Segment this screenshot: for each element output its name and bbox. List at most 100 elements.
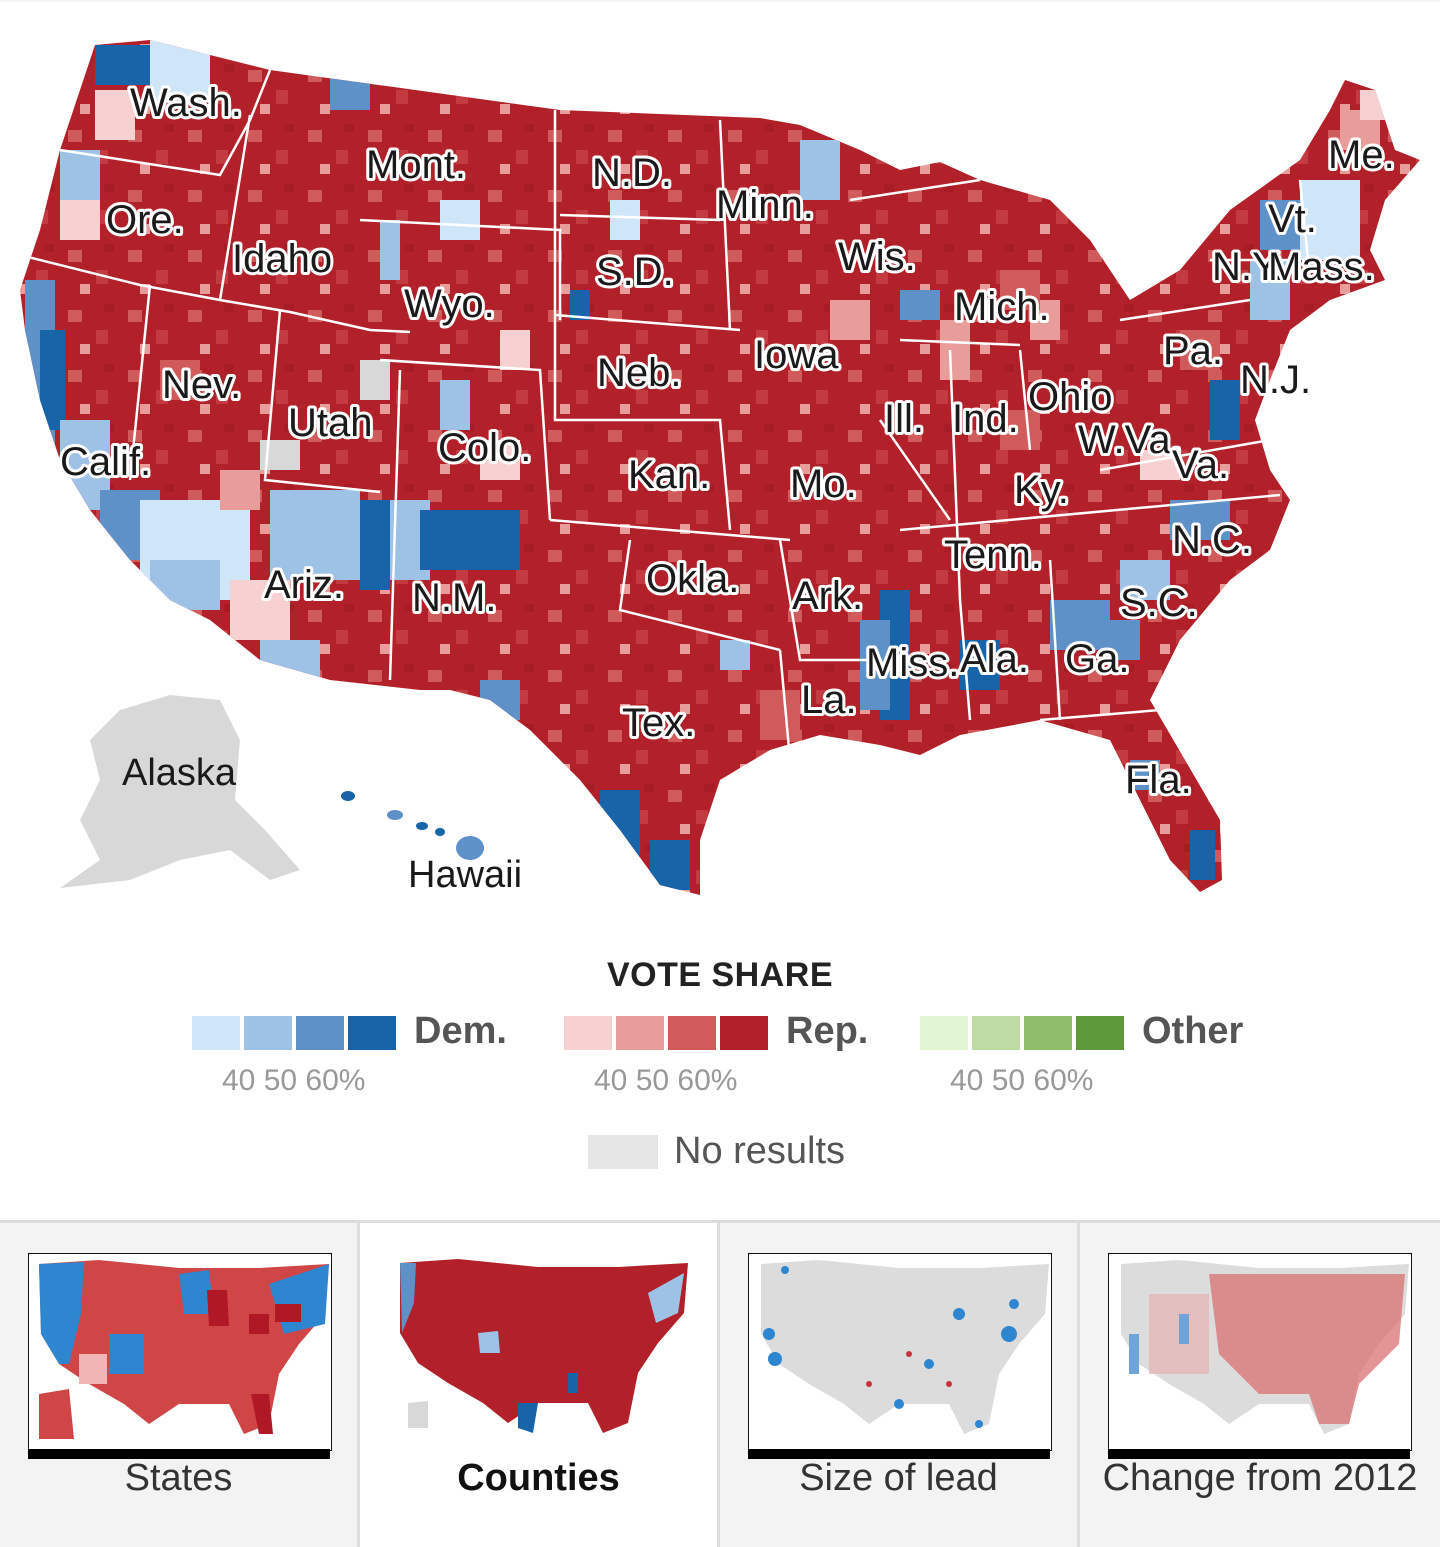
county-patch[interactable]: [1260, 200, 1300, 250]
change-from-2012-thumbnail: [1108, 1253, 1412, 1451]
tab-size-of-lead[interactable]: Size of lead: [720, 1223, 1080, 1547]
state-label: Ga.: [1065, 637, 1129, 681]
county-patch[interactable]: [330, 70, 370, 110]
county-patch[interactable]: [1250, 260, 1290, 320]
rep-swatch-4: [720, 1016, 768, 1050]
county-patch[interactable]: [260, 640, 320, 680]
county-patch[interactable]: [360, 360, 390, 400]
county-patch[interactable]: [570, 290, 590, 320]
state-border: [554, 313, 741, 332]
state-label: Colo.: [438, 426, 531, 470]
state-label: Wyo.: [404, 282, 495, 326]
county-patch[interactable]: [940, 320, 970, 380]
county-patch[interactable]: [95, 45, 155, 85]
tab-counties[interactable]: Counties: [360, 1223, 720, 1547]
county-patch[interactable]: [1100, 620, 1140, 660]
other-swatch-2: [972, 1016, 1020, 1050]
county-patch[interactable]: [150, 560, 220, 610]
state-label: Mo.: [790, 462, 857, 506]
state-label: Mich.: [954, 285, 1050, 329]
alaska-label: Alaska: [122, 752, 237, 794]
county-patch[interactable]: [1140, 450, 1180, 480]
state-border: [20, 253, 411, 334]
state-border: [388, 369, 402, 681]
county-patch[interactable]: [1210, 380, 1240, 440]
county-patch[interactable]: [270, 490, 360, 580]
state-label: N.M.: [412, 576, 496, 620]
county-patch[interactable]: [800, 140, 840, 200]
size-of-lead-thumbnail: [748, 1253, 1052, 1451]
state-label: Miss.: [866, 641, 959, 685]
county-patch[interactable]: [480, 440, 520, 480]
state-label: W.Va.: [1078, 418, 1182, 462]
map-svg[interactable]: Wash.Mont. N.D.Minn.Me.Ore.Idaho Wis.Vt.N.…: [0, 0, 1440, 930]
state-label: Ill.: [884, 397, 924, 441]
county-patch[interactable]: [760, 690, 800, 740]
state-border: [359, 218, 562, 320]
other-swatch-1: [920, 1016, 968, 1050]
state-label: Utah: [288, 401, 373, 445]
county-patch[interactable]: [60, 200, 100, 240]
other-swatch-4: [1076, 1016, 1124, 1050]
county-patch[interactable]: [1170, 500, 1230, 540]
state-label: Ind.: [952, 397, 1019, 441]
county-patch[interactable]: [230, 580, 290, 640]
state-border: [899, 338, 1021, 347]
state-border: [899, 493, 1281, 532]
state-label: N.Y.: [1212, 245, 1285, 289]
county-patch[interactable]: [860, 620, 890, 710]
counties-thumbnail: [388, 1253, 690, 1449]
county-patch[interactable]: [1000, 410, 1040, 450]
rep-swatches: [564, 1016, 768, 1050]
county-patch[interactable]: [95, 90, 135, 140]
state-label: N.D.: [592, 151, 672, 195]
county-patch[interactable]: [600, 790, 640, 870]
state-border: [878, 419, 952, 521]
alaska-shape[interactable]: [60, 695, 300, 888]
states-thumbnail-bar: [28, 1449, 330, 1459]
county-patch[interactable]: [500, 330, 530, 370]
county-patch[interactable]: [160, 360, 200, 400]
legend-rep: Rep. 40 50 60%: [564, 1010, 868, 1106]
state-label: La.: [801, 678, 857, 722]
county-patch[interactable]: [1000, 270, 1040, 310]
county-patch[interactable]: [40, 330, 65, 430]
state-label: Okla.: [646, 557, 739, 601]
state-border: [559, 213, 721, 222]
county-patch[interactable]: [360, 500, 390, 590]
county-patch[interactable]: [420, 510, 520, 570]
other-label: Other: [1142, 1010, 1244, 1052]
county-patch[interactable]: [440, 200, 480, 240]
hawaii-shape[interactable]: [341, 791, 484, 860]
county-patch[interactable]: [1130, 760, 1160, 790]
state-border: [549, 518, 791, 542]
vote-share-legend: VOTE SHARE Dem. 40 50 60% Rep. 40 50 60%…: [0, 940, 1440, 1180]
county-patch[interactable]: [900, 290, 940, 320]
state-label: N.J.: [1240, 358, 1311, 402]
county-patch[interactable]: [1180, 330, 1220, 370]
state-label: Minn.: [716, 183, 814, 227]
tab-change-from-2012[interactable]: Change from 2012: [1080, 1223, 1440, 1547]
county-patch[interactable]: [610, 200, 640, 240]
state-label: Tenn.: [944, 533, 1042, 577]
top-divider: [0, 0, 1440, 3]
county-patch[interactable]: [720, 640, 750, 670]
state-label: Ariz.: [264, 563, 344, 607]
county-patch[interactable]: [480, 680, 520, 720]
state-label: Ark.: [792, 574, 863, 618]
county-patch[interactable]: [1360, 90, 1390, 120]
county-patch[interactable]: [650, 840, 690, 890]
state-label: Pa.: [1163, 329, 1223, 373]
county-patch[interactable]: [1300, 180, 1360, 260]
county-patch[interactable]: [380, 220, 400, 280]
tab-change-from-2012-label: Change from 2012: [1102, 1457, 1418, 1499]
county-patch[interactable]: [1190, 830, 1215, 880]
county-patch[interactable]: [1120, 560, 1170, 600]
county-results-map[interactable]: Wash. Mont. N.D. Minn. Me. Ore. Idaho Wis. Vt. N.…: [0, 0, 1440, 930]
county-patch[interactable]: [830, 300, 870, 340]
county-patch[interactable]: [220, 470, 260, 510]
state-border: [128, 284, 152, 481]
county-patch[interactable]: [440, 380, 470, 430]
dem-swatch-2: [244, 1016, 292, 1050]
tab-states[interactable]: States: [0, 1223, 360, 1547]
